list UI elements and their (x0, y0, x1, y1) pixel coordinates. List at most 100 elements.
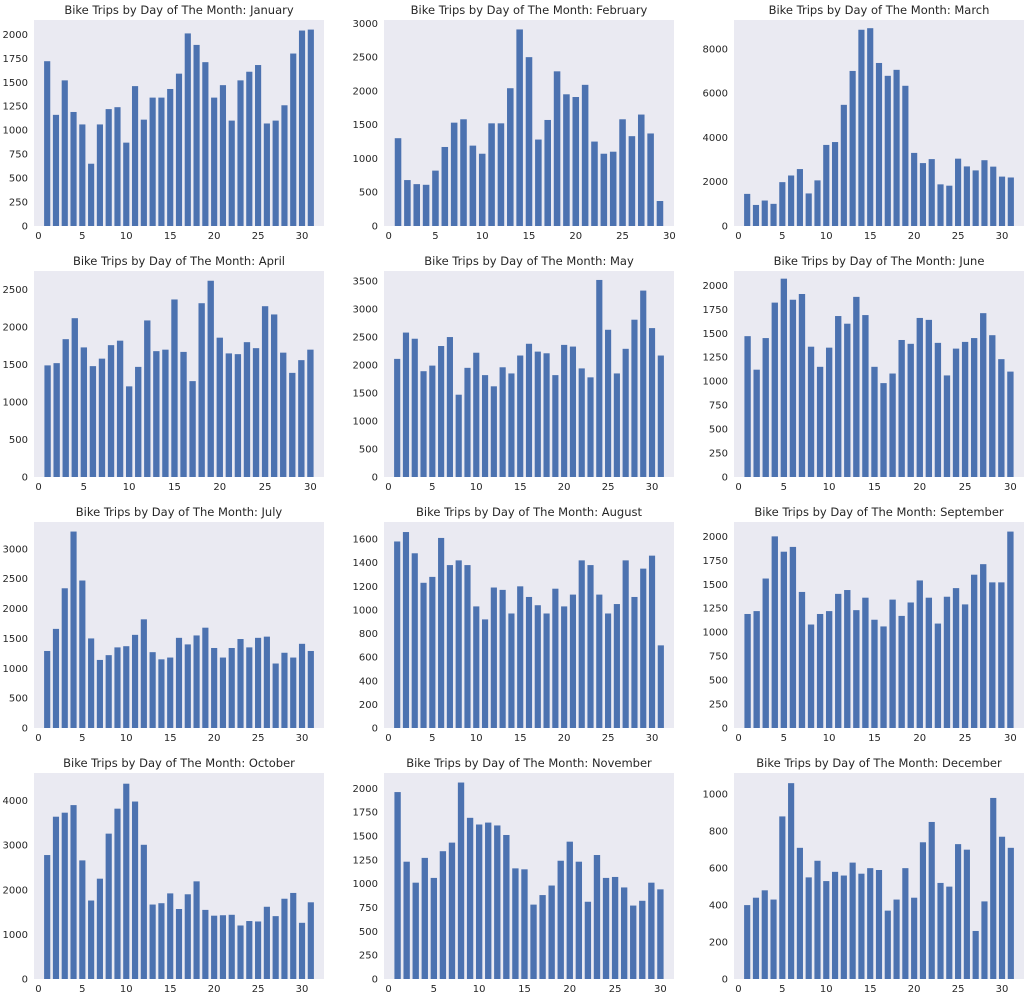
bar (457, 782, 465, 979)
bar (640, 290, 647, 477)
bar (289, 372, 296, 477)
bar (630, 905, 637, 979)
bar (246, 71, 253, 226)
bar (980, 564, 987, 728)
bar (228, 914, 235, 979)
chart-title: Bike Trips by Day of The Month: December (756, 756, 1002, 770)
bar (413, 184, 421, 226)
bar (602, 877, 610, 979)
bar (52, 816, 60, 979)
bar (62, 339, 69, 477)
bar (657, 889, 664, 979)
bar (298, 922, 306, 979)
x-tick-label: 5 (779, 984, 785, 995)
x-tick-label: 5 (79, 733, 85, 744)
y-tick-label: 750 (709, 401, 728, 412)
bar (508, 373, 515, 477)
bar (123, 783, 130, 979)
bar (849, 70, 856, 227)
y-tick-label: 1750 (703, 556, 728, 567)
bar (889, 373, 896, 477)
y-tick-label: 2000 (703, 177, 728, 188)
bar (131, 86, 139, 226)
x-tick-label: 25 (959, 733, 972, 744)
x-tick-label: 20 (913, 733, 926, 744)
bar (53, 363, 60, 477)
bar (61, 588, 68, 728)
bar (246, 647, 253, 728)
bar (605, 329, 612, 477)
bar (175, 73, 183, 226)
bar (450, 122, 458, 226)
x-tick-label: 30 (1004, 733, 1017, 744)
bar (840, 104, 847, 226)
bar (788, 175, 795, 226)
y-tick-label: 1250 (353, 855, 378, 866)
bar (44, 650, 51, 728)
bar (744, 193, 751, 226)
bar (430, 877, 438, 979)
bar (919, 842, 927, 979)
y-tick-label: 250 (359, 951, 378, 962)
bar (972, 170, 979, 226)
y-tick-label: 1000 (3, 664, 28, 675)
chart-title: Bike Trips by Day of The Month: August (416, 505, 642, 519)
bar (1007, 531, 1014, 728)
bar (591, 141, 598, 226)
bar (569, 594, 577, 728)
x-tick-label: 20 (558, 482, 571, 493)
x-tick-label: 20 (208, 231, 221, 242)
bar (475, 824, 483, 979)
bar (272, 663, 279, 728)
chart-panel-10: Bike Trips by Day of The Month: October 0… (0, 0, 341, 995)
chart-title: Bike Trips by Day of The Month: March (769, 3, 990, 17)
bar (771, 302, 778, 477)
x-tick-label: 20 (208, 733, 221, 744)
bar (455, 394, 462, 477)
y-tick-label: 6000 (703, 89, 728, 100)
bar (272, 120, 279, 226)
bar (105, 833, 112, 979)
x-tick-label: 20 (913, 482, 926, 493)
bar (648, 328, 656, 477)
bar (880, 626, 887, 728)
bar (512, 868, 519, 979)
bar (779, 182, 786, 226)
x-tick-label: 10 (120, 733, 133, 744)
x-tick-label: 25 (959, 482, 972, 493)
bar (600, 153, 608, 226)
bar (943, 596, 951, 728)
bar (89, 366, 97, 477)
bar (394, 541, 401, 728)
y-tick-label: 1250 (3, 102, 28, 113)
bar (421, 857, 428, 979)
chart-panel-3: Bike Trips by Day of The Month: March 0 5 1… (0, 0, 1024, 249)
bar (125, 386, 133, 477)
x-tick-label: 5 (779, 231, 785, 242)
bar (946, 886, 953, 979)
bar (403, 861, 410, 979)
bar (263, 123, 270, 226)
bar (648, 555, 656, 728)
bar (525, 343, 533, 477)
bar (825, 611, 833, 728)
bar (543, 613, 550, 728)
bar (290, 892, 297, 979)
bar (581, 84, 589, 226)
bar (70, 111, 77, 226)
bar (494, 825, 501, 979)
y-tick-label: 2500 (353, 53, 378, 64)
y-tick-label: 1500 (703, 580, 728, 591)
y-tick-label: 0 (722, 975, 728, 986)
x-tick-label: 20 (569, 231, 582, 242)
bar (596, 594, 603, 728)
bar (934, 342, 942, 477)
bar (771, 536, 778, 728)
bar (657, 645, 664, 728)
bar (503, 834, 510, 979)
bar (796, 169, 803, 226)
